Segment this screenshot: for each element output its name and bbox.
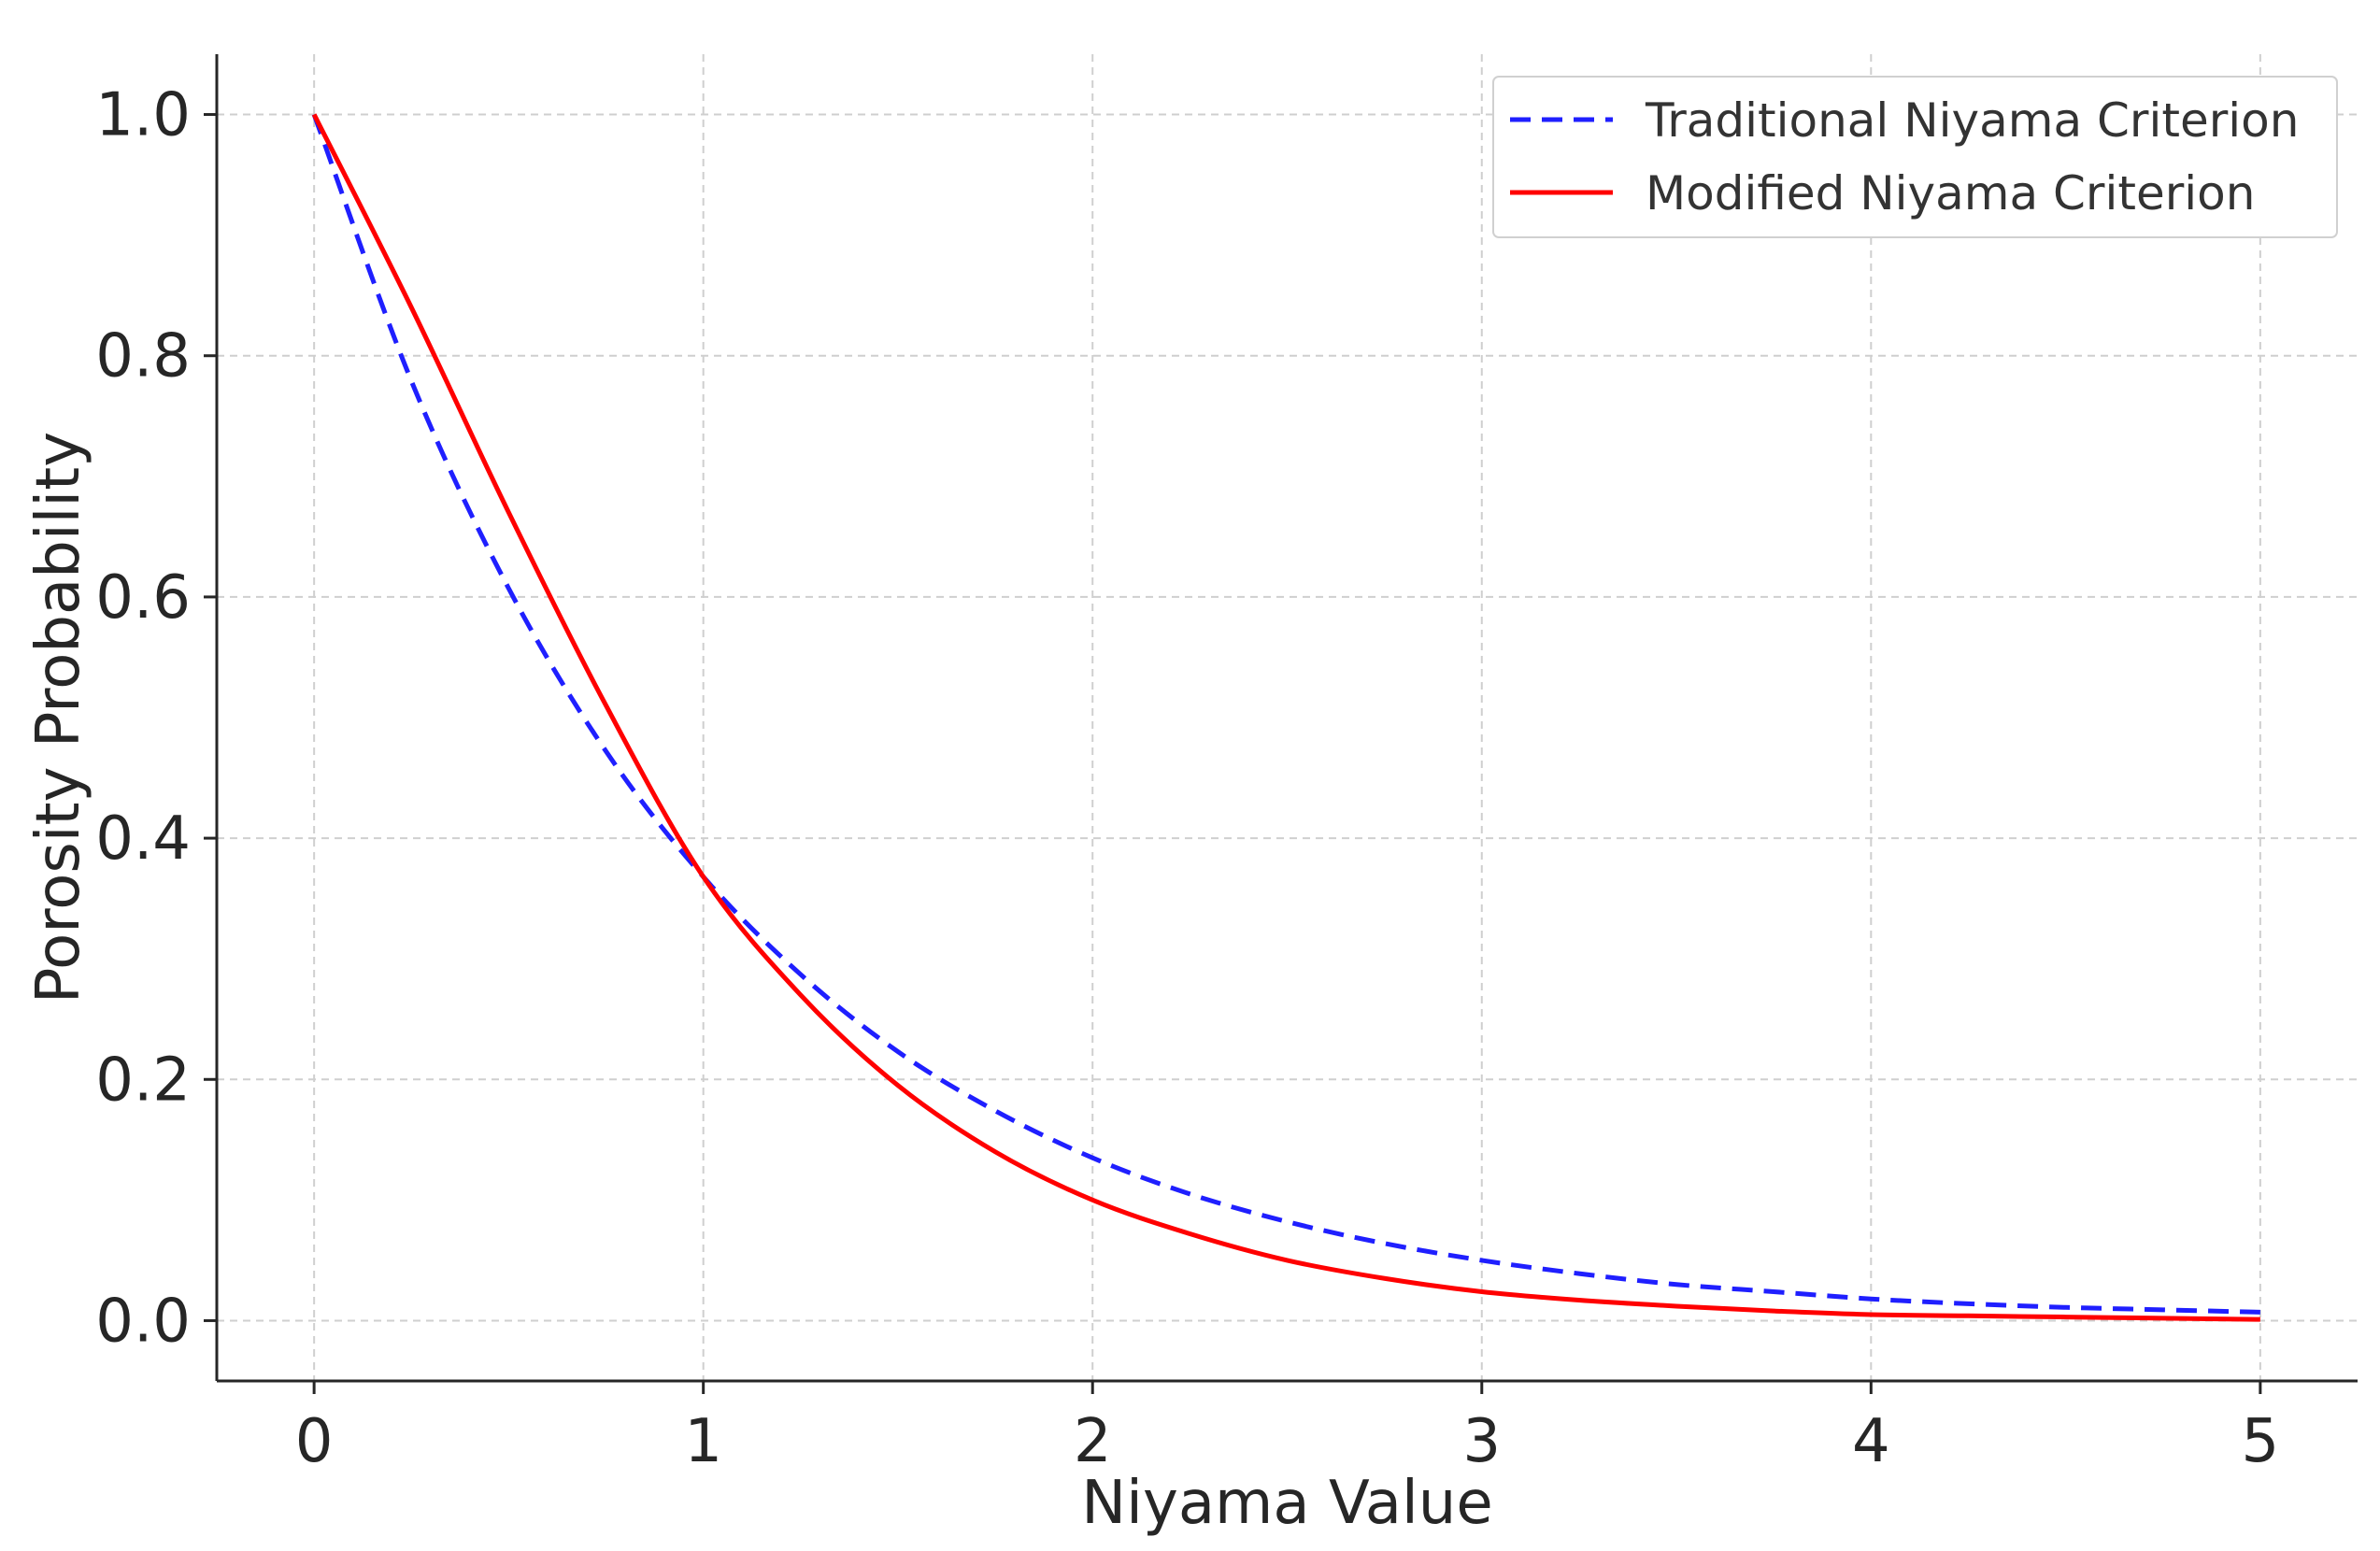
ticks: 0 1 2 3 4 5 0.0 0.2 0.4 0.6 0.8 1.0 xyxy=(95,81,2279,1476)
y-axis-label: Porosity Probability xyxy=(24,432,93,1003)
axes xyxy=(215,54,2358,1383)
x-tick-label-2: 2 xyxy=(1074,1407,1112,1476)
legend-label-traditional: Traditional Niyama Criterion xyxy=(1645,93,2299,148)
legend-box xyxy=(1492,76,2338,238)
x-tick-label-3: 3 xyxy=(1462,1407,1501,1476)
legend: Traditional Niyama Criterion Modified Ni… xyxy=(1492,76,2338,238)
series-line-traditional xyxy=(311,113,2260,1315)
x-axis-label: Niyama Value xyxy=(1081,1469,1492,1538)
y-tick-label-3: 0.6 xyxy=(95,563,191,633)
y-tick-label-0: 0.0 xyxy=(95,1287,191,1356)
x-tick-label-1: 1 xyxy=(684,1407,722,1476)
y-tick-label-4: 0.8 xyxy=(95,322,191,391)
y-tick-label-1: 0.2 xyxy=(95,1046,191,1115)
series-layer xyxy=(311,113,2260,1322)
x-tick-label-4: 4 xyxy=(1852,1407,1890,1476)
x-tick-label-5: 5 xyxy=(2242,1407,2280,1476)
series-line-modified xyxy=(311,113,2260,1322)
y-tick-label-5: 1.0 xyxy=(95,81,191,150)
legend-label-modified: Modified Niyama Criterion xyxy=(1646,166,2255,221)
x-tick-label-0: 0 xyxy=(295,1407,334,1476)
y-tick-label-2: 0.4 xyxy=(95,804,191,874)
